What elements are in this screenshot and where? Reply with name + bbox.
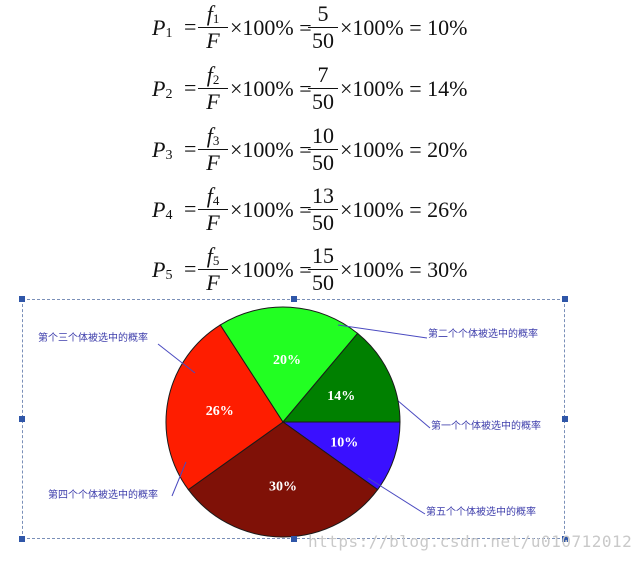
formula-result: ×100% = 14% [340, 76, 468, 101]
formula-times: ×100% = [230, 197, 312, 222]
formula-row: P4 = f4 F ×100% = 13 50 ×100% = 26% [152, 184, 492, 236]
pie-slice [281, 332, 401, 423]
watermark: https://blog.csdn.net/u010712012 [308, 532, 633, 551]
pie-slice [281, 421, 401, 491]
slice-value-label: 30% [269, 479, 297, 494]
fraction-numeric: 5 50 [308, 2, 338, 53]
formula-times: ×100% = [230, 15, 312, 40]
slice-category-label: 第一个个体被选中的概率 [431, 421, 541, 432]
fraction-symbolic: f5 F [198, 244, 228, 295]
callout-line [367, 477, 426, 515]
formula-result: ×100% = 26% [340, 197, 468, 222]
formula-times: ×100% = [230, 257, 312, 282]
formula-result: ×100% = 20% [340, 137, 468, 162]
fraction-symbolic: f2 F [198, 63, 228, 114]
formula-times: ×100% = [230, 137, 312, 162]
resize-handle[interactable] [19, 416, 25, 422]
callout-line [337, 324, 428, 339]
slice-value-label: 14% [327, 389, 355, 404]
formula-result: ×100% = 10% [340, 15, 468, 40]
slice-category-label: 第个三个体被选中的概率 [38, 333, 148, 344]
equals-sign: = [184, 136, 197, 161]
formula-list: P1 = f1 F ×100% = 5 50 ×100% = 10% P2 = f2 F ×100% =… [152, 2, 492, 296]
formula-lhs: P1 [152, 15, 173, 41]
resize-handle[interactable] [562, 416, 568, 422]
equals-sign: = [184, 256, 197, 281]
fraction-symbolic: f4 F [198, 184, 228, 235]
fraction-symbolic: f1 F [198, 2, 228, 53]
formula-result: ×100% = 30% [340, 257, 468, 282]
equals-sign: = [184, 196, 197, 221]
resize-handle[interactable] [562, 296, 568, 302]
resize-handle[interactable] [290, 296, 297, 302]
slice-category-label: 第四个个体被选中的概率 [48, 490, 158, 501]
pie-slice [187, 421, 379, 538]
pie-slice [165, 324, 284, 491]
callout-line [396, 399, 431, 429]
resize-handle[interactable] [19, 296, 25, 302]
resize-handle[interactable] [19, 536, 25, 542]
fraction-numeric: 13 50 [308, 184, 338, 235]
slice-value-label: 20% [273, 353, 301, 368]
formula-lhs: P3 [152, 137, 173, 163]
equals-sign: = [184, 75, 197, 100]
formula-row: P5 = f5 F ×100% = 15 50 ×100% = 30% [152, 244, 492, 296]
formula-row: P1 = f1 F ×100% = 5 50 ×100% = 10% [152, 2, 492, 54]
callout-line [171, 461, 187, 497]
callout-line [157, 343, 196, 374]
resize-handle[interactable] [562, 536, 568, 542]
slice-value-label: 10% [330, 436, 358, 451]
formula-lhs: P4 [152, 197, 173, 223]
slice-category-label: 第五个个体被选中的概率 [426, 507, 536, 518]
slice-value-label: 26% [206, 404, 234, 419]
formula-row: P3 = f3 F ×100% = 10 50 ×100% = 20% [152, 124, 492, 176]
fraction-symbolic: f3 F [198, 124, 228, 175]
equals-sign: = [184, 14, 197, 39]
slice-category-label: 第二个个体被选中的概率 [428, 329, 538, 340]
formula-row: P2 = f2 F ×100% = 7 50 ×100% = 14% [152, 63, 492, 115]
fraction-numeric: 15 50 [308, 244, 338, 295]
formula-lhs: P5 [152, 257, 173, 283]
fraction-numeric: 7 50 [308, 63, 338, 114]
resize-handle[interactable] [290, 536, 297, 542]
fraction-numeric: 10 50 [308, 124, 338, 175]
formula-times: ×100% = [230, 76, 312, 101]
formula-lhs: P2 [152, 76, 173, 102]
